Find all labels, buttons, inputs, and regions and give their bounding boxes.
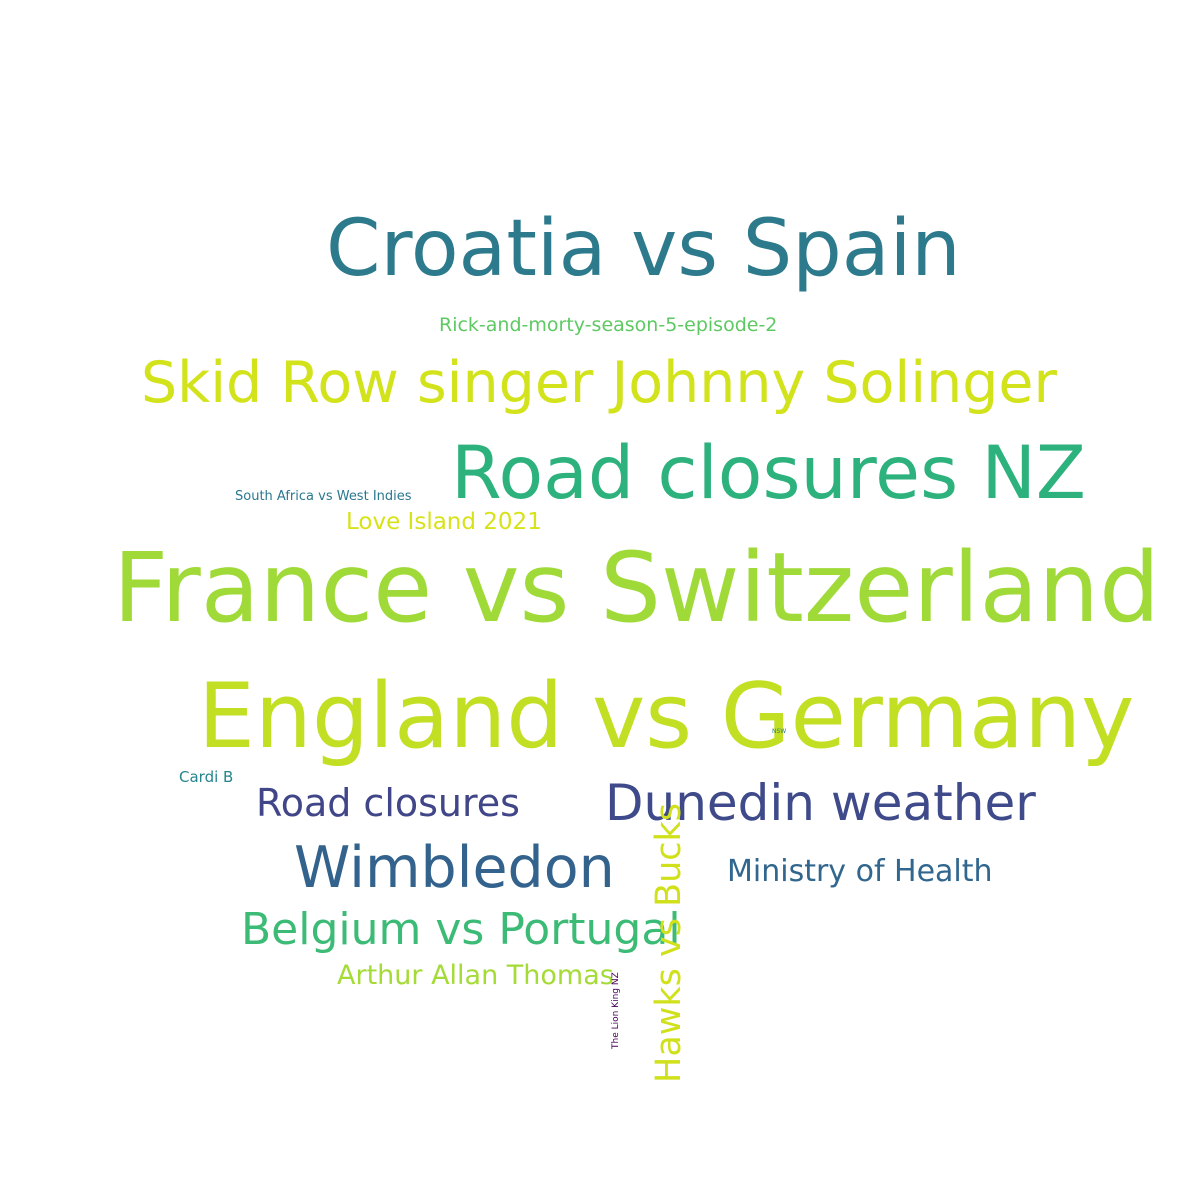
word-rick-and-morty: Rick-and-morty-season-5-episode-2 <box>439 314 778 336</box>
word-road-closures: Road closures <box>256 781 520 825</box>
word-love-island: Love Island 2021 <box>346 509 542 535</box>
word-dunedin-weather: Dunedin weather <box>605 774 1036 832</box>
word-nsw: NSW <box>772 728 787 735</box>
word-south-africa-vs-west-indies: South Africa vs West Indies <box>235 489 412 504</box>
word-france-vs-switzerland: France vs Switzerland <box>113 532 1161 644</box>
word-england-vs-germany: England vs Germany <box>198 664 1135 769</box>
word-belgium-vs-portugal: Belgium vs Portugal <box>241 904 681 955</box>
word-skid-row: Skid Row singer Johnny Solinger <box>141 350 1057 416</box>
word-hawks-vs-bucks: Hawks vs Bucks <box>649 802 689 1083</box>
word-the-lion-king-nz: The Lion King NZ <box>611 972 621 1049</box>
word-road-closures-nz: Road closures NZ <box>451 431 1086 516</box>
word-arthur-allan-thomas: Arthur Allan Thomas <box>337 960 614 991</box>
word-cardi-b: Cardi B <box>179 768 234 786</box>
word-croatia-vs-spain: Croatia vs Spain <box>326 204 961 294</box>
word-wimbledon: Wimbledon <box>294 835 615 901</box>
word-ministry-of-health: Ministry of Health <box>727 854 993 889</box>
